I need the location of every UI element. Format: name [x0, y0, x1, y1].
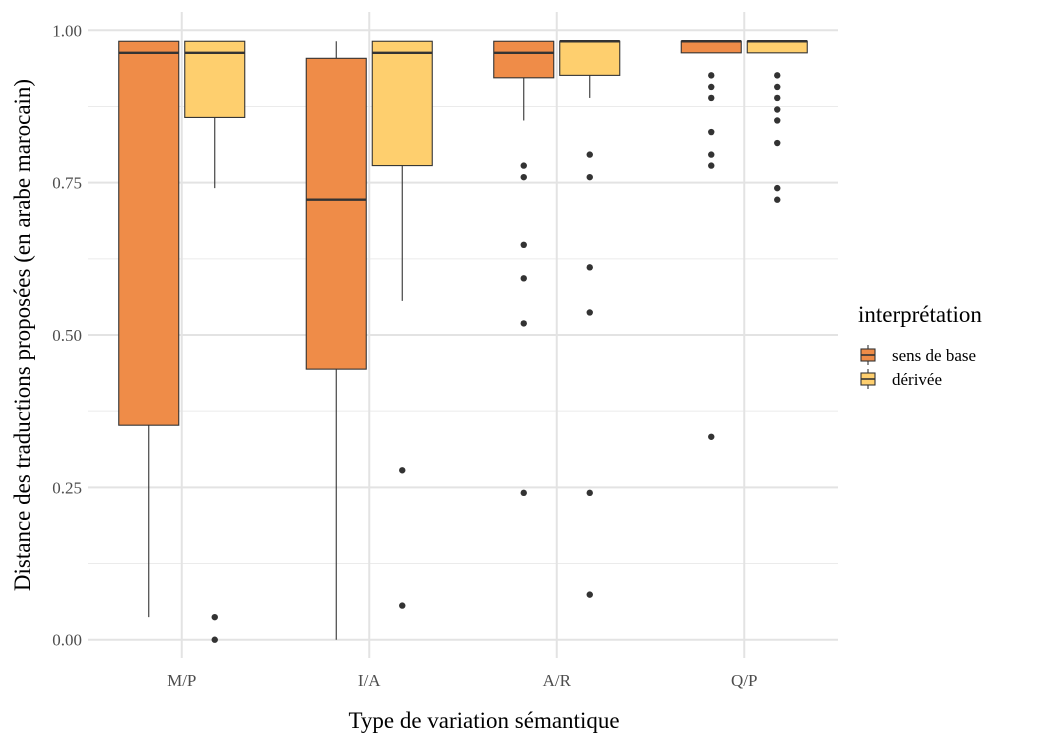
- outlier-point: [708, 433, 715, 440]
- outlier-point: [774, 72, 781, 79]
- legend: interprétation sens de base dérivée: [858, 302, 982, 389]
- y-axis-title: Distance des traductions proposées (en a…: [10, 79, 35, 591]
- x-tick-label: Q/P: [731, 671, 757, 690]
- box-body: [371, 40, 433, 167]
- legend-title: interprétation: [858, 302, 982, 327]
- legend-label: dérivée: [892, 370, 942, 389]
- legend-label: sens de base: [892, 346, 976, 365]
- x-tick-labels: M/P I/A A/R Q/P: [167, 671, 757, 690]
- box-body: [493, 40, 555, 79]
- x-axis-title: Type de variation sémantique: [348, 708, 619, 733]
- outlier-point: [774, 184, 781, 192]
- box-M/P-sens de base: [118, 40, 180, 618]
- grid-lines: [88, 12, 838, 658]
- box-A/R-dérivée: [559, 40, 621, 598]
- outlier-point: [708, 162, 715, 169]
- y-tick-label: 0.50: [52, 326, 82, 345]
- outlier-point: [774, 94, 781, 102]
- outlier-point: [774, 139, 781, 147]
- legend-item: dérivée: [860, 369, 942, 389]
- outlier-point: [586, 151, 593, 158]
- outlier-point: [586, 591, 593, 598]
- outlier-point: [586, 173, 593, 181]
- box-I/A-sens de base: [305, 41, 367, 640]
- box-body: [680, 40, 742, 54]
- outlier-point: [399, 602, 406, 609]
- outlier-point: [211, 613, 218, 621]
- outlier-point: [520, 320, 527, 327]
- outlier-point: [586, 489, 593, 497]
- box-body: [118, 40, 180, 426]
- x-tick-label: I/A: [358, 671, 381, 690]
- box-M/P-dérivée: [184, 40, 246, 643]
- box-body: [746, 40, 808, 54]
- box-I/A-dérivée: [371, 40, 433, 609]
- outlier-point: [399, 467, 406, 474]
- box-Q/P-dérivée: [746, 40, 808, 203]
- legend-item: sens de base: [860, 345, 976, 365]
- outlier-point: [520, 173, 527, 181]
- legend-items: sens de base dérivée: [860, 345, 976, 389]
- outlier-point: [586, 309, 593, 316]
- box-Q/P-sens de base: [680, 40, 742, 440]
- y-tick-label: 0.75: [52, 174, 82, 193]
- outlier-point: [520, 162, 527, 169]
- outlier-point: [586, 264, 593, 271]
- outlier-point: [774, 117, 781, 124]
- outlier-point: [774, 106, 781, 113]
- outlier-point: [774, 196, 781, 203]
- outlier-point: [708, 83, 715, 91]
- outlier-point: [708, 128, 715, 136]
- box-body: [559, 40, 621, 76]
- box-layer: [118, 40, 808, 643]
- outlier-point: [520, 241, 527, 249]
- outlier-point: [520, 489, 527, 497]
- x-tick-label: M/P: [167, 671, 196, 690]
- y-tick-label: 1.00: [52, 21, 82, 40]
- x-tick-label: A/R: [543, 671, 572, 690]
- y-tick-label: 0.00: [52, 631, 82, 650]
- y-tick-labels: 0.00 0.25 0.50 0.75 1.00: [52, 21, 82, 649]
- outlier-point: [708, 72, 715, 79]
- outlier-point: [520, 275, 527, 282]
- outlier-point: [708, 94, 715, 102]
- outlier-point: [774, 83, 781, 91]
- box-body: [305, 57, 367, 370]
- outlier-point: [708, 151, 715, 158]
- outlier-point: [211, 636, 218, 643]
- box-A/R-sens de base: [493, 40, 555, 497]
- y-tick-label: 0.25: [52, 478, 82, 497]
